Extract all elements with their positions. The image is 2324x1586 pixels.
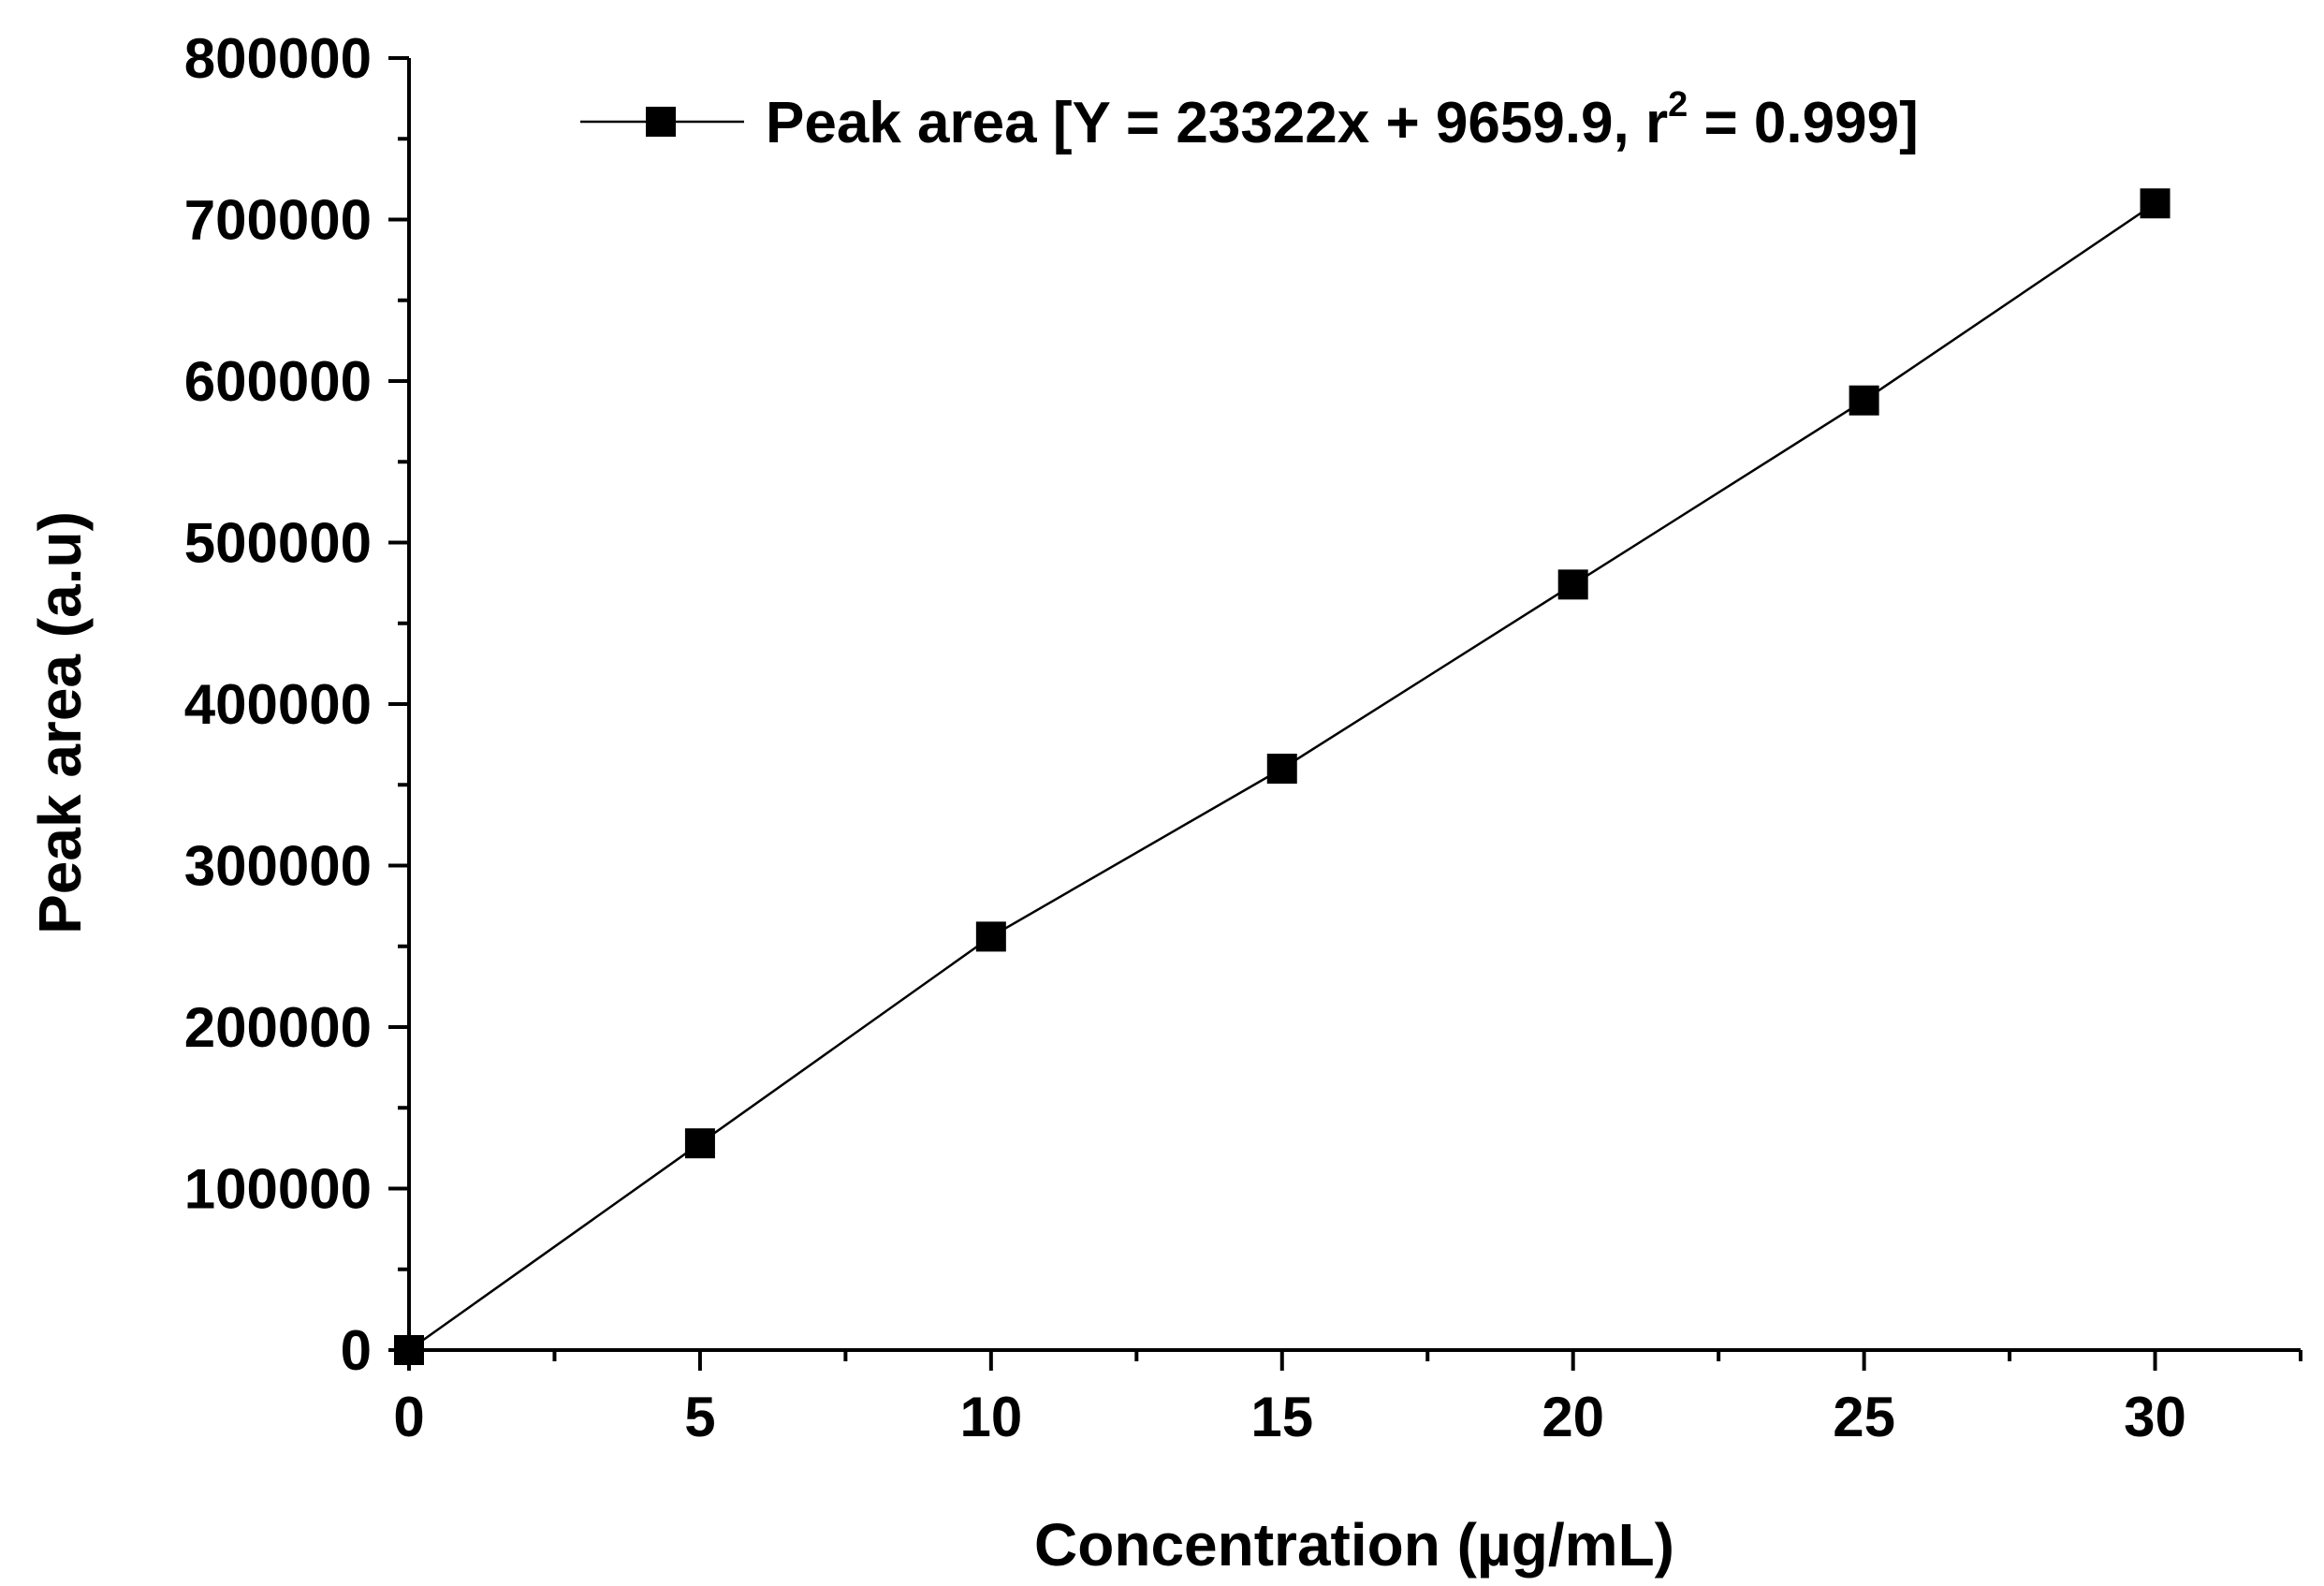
- x-tick-label: 30: [2124, 1386, 2186, 1448]
- x-tick-label: 10: [959, 1386, 1022, 1448]
- x-tick-label: 5: [684, 1386, 715, 1448]
- y-tick-label: 800000: [184, 27, 372, 90]
- y-tick-label: 600000: [184, 350, 372, 413]
- y-tick-label: 500000: [184, 512, 372, 575]
- legend-label-superscript: 2: [1668, 85, 1688, 125]
- y-axis-title: Peak area (a.u): [26, 511, 94, 934]
- x-tick-label: 0: [393, 1386, 424, 1448]
- data-point-marker: [2140, 188, 2171, 219]
- legend-label-main: Peak area [Y = 23322x + 9659.9, r: [766, 91, 1668, 155]
- series-group: [394, 188, 2171, 1365]
- legend-label-tail: = 0.999]: [1688, 91, 1918, 155]
- legend: Peak area [Y = 23322x + 9659.9, r2 = 0.9…: [580, 85, 1919, 155]
- data-point-marker: [684, 1128, 715, 1159]
- x-axis-title: Concentration (µg/mL): [1034, 1511, 1674, 1579]
- data-point-marker: [394, 1335, 424, 1365]
- x-tick-label: 25: [1833, 1386, 1895, 1448]
- data-point-marker: [975, 921, 1006, 952]
- y-tick-label: 0: [341, 1319, 372, 1382]
- y-tick-label: 400000: [184, 673, 372, 736]
- x-tick-label: 20: [1542, 1386, 1604, 1448]
- x-ticks: 0 5 10 15 20 25 30: [393, 1350, 2302, 1448]
- y-tick-label: 700000: [184, 189, 372, 252]
- data-point-marker: [1266, 754, 1297, 784]
- y-tick-label: 200000: [184, 996, 372, 1059]
- data-point-marker: [1849, 385, 1879, 416]
- y-ticks: 0 100000 200000 300000 400000 500000 600000 700…: [184, 27, 409, 1382]
- legend-marker-square: [646, 107, 676, 137]
- data-point-marker: [1557, 569, 1588, 600]
- y-tick-label: 300000: [184, 835, 372, 898]
- y-tick-label: 100000: [184, 1158, 372, 1221]
- legend-label: Peak area [Y = 23322x + 9659.9, r2 = 0.9…: [766, 85, 1919, 155]
- x-tick-label: 15: [1250, 1386, 1313, 1448]
